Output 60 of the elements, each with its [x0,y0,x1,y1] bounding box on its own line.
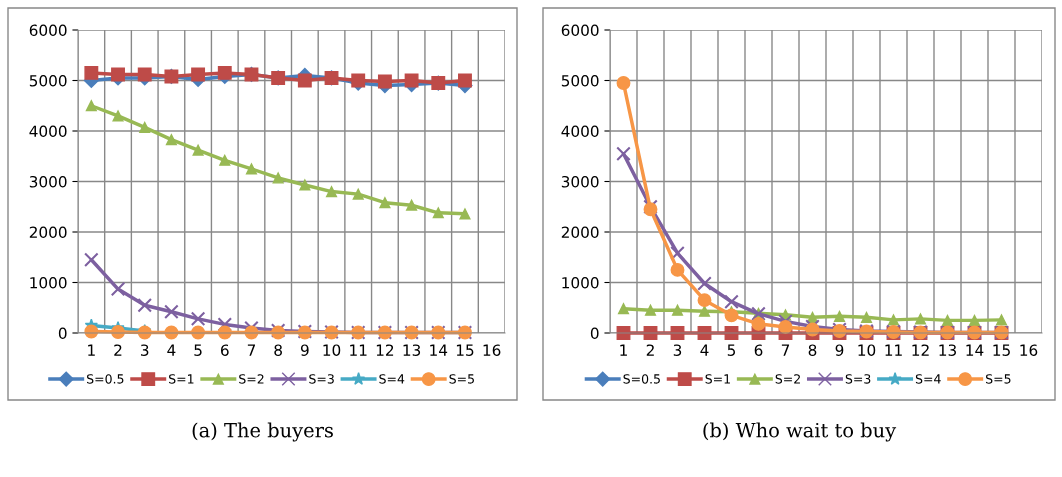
x-tick-label: 1 [88,344,95,356]
x-tick-label: 15 [993,344,1010,356]
x-tick-label: 10 [323,344,341,356]
y-tick-label: 6000 [561,24,599,37]
x-tick-label: 13 [939,344,956,356]
legend-label: S=1 [169,374,194,384]
y-tick-label: 4000 [561,125,599,138]
y-tick-label: 0 [590,327,599,340]
x-tick-label: 4 [700,344,709,356]
x-tick-label: 15 [456,344,474,356]
legend-label: S=3 [309,374,334,384]
x-tick-label: 2 [646,344,654,356]
x-tick-label: 2 [114,344,122,356]
y-tick-label: 3000 [561,175,599,188]
y-tick-label: 6000 [29,24,67,37]
y-tick-label: 3000 [29,175,67,188]
x-tick-label: 8 [808,344,817,356]
x-tick-label: 6 [754,344,763,356]
legend-label: S=3 [845,374,871,384]
x-tick-label: 9 [300,344,309,356]
x-tick-label: 7 [247,344,256,356]
x-tick-label: 14 [966,344,984,356]
x-tick-label: 6 [220,344,229,356]
x-tick-label: 11 [350,344,367,356]
x-tick-label: 4 [167,344,176,356]
y-tick-label: 5000 [561,74,599,87]
y-tick-label: 1000 [562,276,599,289]
x-tick-label: 16 [1020,344,1038,356]
x-tick-label: 5 [194,344,202,356]
x-tick-label: 13 [403,344,421,356]
y-tick-label: 2000 [561,226,599,239]
x-tick-label: 3 [141,344,149,356]
y-tick-label: 4000 [29,125,67,138]
y-tick-label: 2000 [29,226,67,239]
x-tick-label: 14 [430,344,448,356]
y-tick-label: 5000 [29,74,67,87]
x-tick-label: 12 [376,344,394,356]
legend-label: S=1 [705,374,730,384]
x-tick-label: 5 [727,344,736,356]
legend-label: S=2 [775,374,800,384]
x-tick-label: 7 [781,344,790,356]
legend-label: S=5 [986,374,1011,384]
y-tick-label: 0 [58,327,67,340]
legend-label: S=4 [915,374,941,384]
x-tick-label: 1 [620,344,627,356]
x-tick-label: 8 [274,344,282,356]
text: (b) Who wait to buy [703,422,897,442]
legend-label: S=0.5 [623,374,660,384]
legend-label: S=2 [239,374,264,384]
legend-label: S=5 [449,374,474,384]
x-tick-label: 11 [885,344,902,356]
text: (a) The buyers [192,422,333,442]
legend-label: S=0.5 [87,374,124,384]
x-tick-label: 12 [912,344,929,356]
x-tick-label: 3 [673,344,682,356]
legend-label: S=4 [379,374,405,384]
x-tick-label: 16 [483,344,501,356]
x-tick-label: 10 [858,344,876,356]
x-tick-label: 9 [835,344,844,356]
y-tick-label: 1000 [30,276,67,289]
